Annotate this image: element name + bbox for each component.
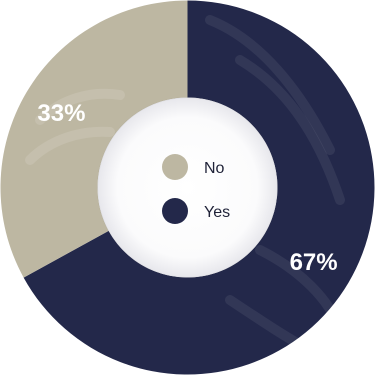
legend: No Yes (162, 154, 230, 224)
texture-stroke (35, 88, 125, 125)
slice-no (0, 0, 188, 278)
slice-yes (23, 0, 375, 375)
texture-stroke (235, 55, 345, 205)
texture-stroke (25, 126, 115, 165)
texture-stroke (225, 295, 315, 355)
legend-swatch-no (162, 154, 188, 180)
legend-label-yes: Yes (204, 204, 230, 221)
slice-labels-layer: 67% 33% (37, 100, 337, 276)
texture-stroke (255, 245, 345, 335)
donut-center-hole (97, 97, 278, 278)
slice-label-no: 33% (37, 100, 85, 127)
slice-label-yes: 67% (290, 249, 338, 276)
texture-stroke (205, 15, 335, 155)
legend-swatch-yes (162, 198, 188, 224)
decorative-texture (25, 15, 345, 355)
legend-label-no: No (204, 160, 225, 177)
